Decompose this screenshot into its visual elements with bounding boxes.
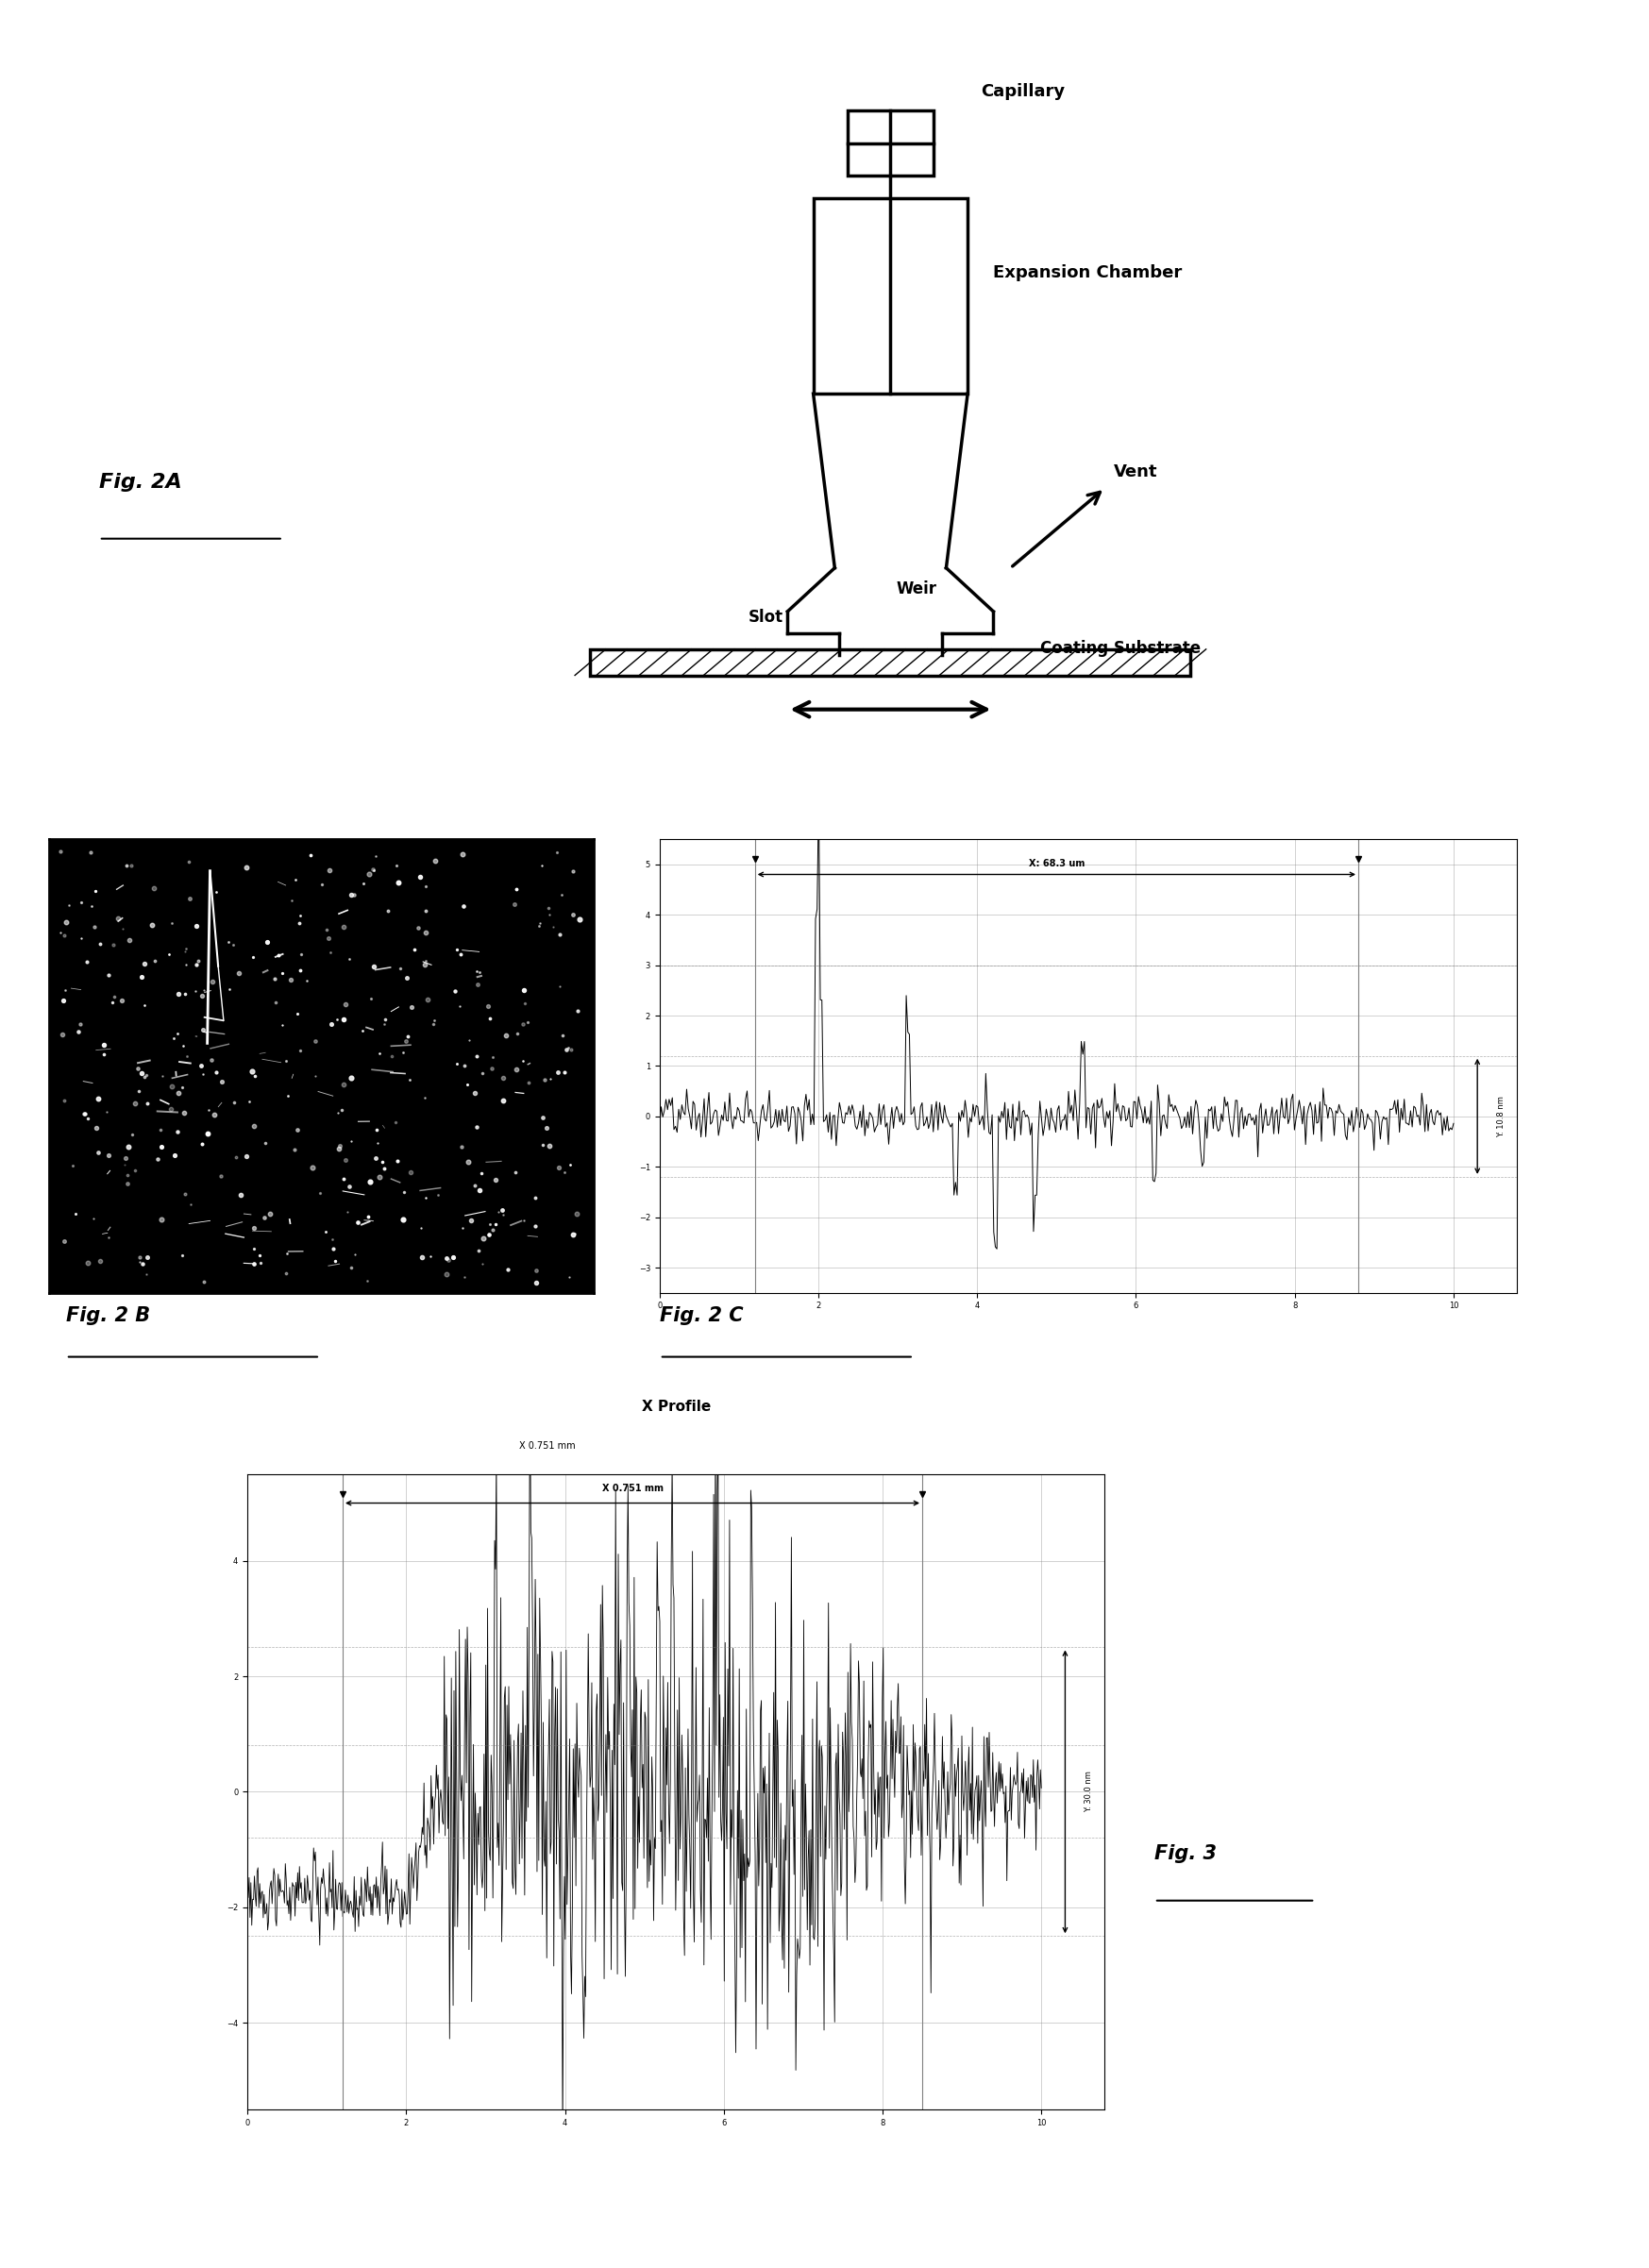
Text: X 0.751 mm: X 0.751 mm — [602, 1483, 663, 1492]
Bar — [848, 111, 933, 177]
Bar — [813, 197, 968, 395]
Text: Capillary: Capillary — [981, 84, 1065, 100]
Text: Y: 10.8 nm: Y: 10.8 nm — [1497, 1095, 1506, 1136]
Bar — [590, 649, 1191, 676]
Text: Expansion Chamber: Expansion Chamber — [993, 265, 1182, 281]
Text: Slot: Slot — [749, 610, 783, 626]
Text: Fig. 2 C: Fig. 2 C — [660, 1306, 744, 1325]
Text: X: 68.3 um: X: 68.3 um — [1029, 860, 1085, 869]
Text: X Profile: X Profile — [641, 1399, 711, 1413]
Text: X 0.751 mm: X 0.751 mm — [519, 1440, 576, 1452]
Text: Coating Substrate: Coating Substrate — [1041, 640, 1200, 658]
Text: Weir: Weir — [895, 581, 937, 596]
Text: Vent: Vent — [1113, 465, 1158, 481]
Text: Y: 30.0 nm: Y: 30.0 nm — [1085, 1771, 1093, 1812]
Text: Fig. 2 B: Fig. 2 B — [66, 1306, 150, 1325]
Text: Fig. 3: Fig. 3 — [1154, 1844, 1217, 1864]
Text: Fig. 2A: Fig. 2A — [99, 472, 181, 492]
